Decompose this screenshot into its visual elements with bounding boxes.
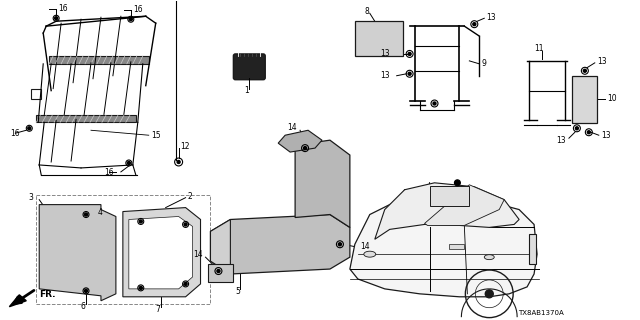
Circle shape bbox=[54, 17, 58, 20]
Text: 13: 13 bbox=[601, 131, 611, 140]
Circle shape bbox=[84, 289, 88, 292]
Bar bbox=[31, 89, 41, 99]
Circle shape bbox=[184, 223, 187, 226]
Circle shape bbox=[177, 161, 180, 164]
Polygon shape bbox=[424, 185, 504, 225]
Text: 4: 4 bbox=[98, 208, 103, 217]
Circle shape bbox=[473, 23, 476, 26]
Circle shape bbox=[583, 69, 586, 72]
Polygon shape bbox=[211, 220, 230, 274]
Polygon shape bbox=[375, 183, 519, 239]
Polygon shape bbox=[278, 130, 322, 152]
Text: 16: 16 bbox=[133, 5, 143, 14]
Text: 13: 13 bbox=[596, 57, 607, 66]
Polygon shape bbox=[350, 198, 537, 297]
Bar bbox=[49, 218, 93, 276]
Text: 13: 13 bbox=[486, 13, 496, 22]
Text: 15: 15 bbox=[151, 131, 161, 140]
Text: 14: 14 bbox=[360, 242, 369, 251]
Polygon shape bbox=[10, 295, 26, 307]
Text: 13: 13 bbox=[380, 49, 390, 59]
Circle shape bbox=[129, 18, 132, 21]
Bar bbox=[36, 195, 211, 304]
Text: 14: 14 bbox=[193, 250, 202, 259]
Text: TX8AB1370A: TX8AB1370A bbox=[518, 310, 564, 316]
Text: 14: 14 bbox=[287, 123, 297, 132]
Text: 11: 11 bbox=[534, 44, 544, 53]
Circle shape bbox=[485, 290, 493, 298]
Text: 6: 6 bbox=[81, 302, 86, 311]
Text: 13: 13 bbox=[380, 71, 390, 80]
Circle shape bbox=[140, 286, 142, 289]
Ellipse shape bbox=[364, 251, 376, 257]
Text: 9: 9 bbox=[481, 59, 486, 68]
Text: 16: 16 bbox=[10, 129, 20, 138]
Text: 2: 2 bbox=[188, 192, 193, 201]
Bar bbox=[572, 76, 596, 123]
Bar bbox=[429, 186, 469, 206]
Bar bbox=[46, 214, 96, 279]
Circle shape bbox=[408, 52, 411, 55]
Text: 16: 16 bbox=[58, 4, 68, 13]
Circle shape bbox=[433, 102, 436, 105]
Text: 8: 8 bbox=[364, 7, 369, 16]
Bar bbox=[209, 264, 234, 282]
Bar bbox=[355, 21, 403, 56]
Bar bbox=[529, 234, 536, 264]
Text: 5: 5 bbox=[235, 287, 240, 296]
Polygon shape bbox=[39, 204, 116, 301]
Text: 12: 12 bbox=[180, 142, 190, 151]
Text: FR.: FR. bbox=[39, 290, 56, 299]
Circle shape bbox=[127, 162, 131, 164]
Circle shape bbox=[454, 180, 460, 186]
Text: 7: 7 bbox=[156, 305, 160, 314]
Circle shape bbox=[339, 243, 341, 246]
Polygon shape bbox=[211, 214, 350, 274]
Circle shape bbox=[217, 269, 220, 273]
Circle shape bbox=[588, 131, 590, 134]
Circle shape bbox=[84, 213, 88, 216]
Polygon shape bbox=[123, 208, 200, 297]
Circle shape bbox=[184, 283, 187, 285]
FancyBboxPatch shape bbox=[234, 54, 265, 80]
Text: 1: 1 bbox=[244, 86, 249, 95]
Circle shape bbox=[28, 127, 31, 130]
Bar bbox=[36, 116, 136, 122]
Circle shape bbox=[140, 220, 142, 223]
Bar bbox=[449, 244, 465, 249]
Polygon shape bbox=[129, 217, 193, 289]
Circle shape bbox=[408, 72, 411, 75]
Bar bbox=[49, 56, 148, 64]
Ellipse shape bbox=[484, 255, 494, 260]
Circle shape bbox=[303, 147, 307, 149]
Circle shape bbox=[575, 127, 579, 130]
Text: 16: 16 bbox=[104, 168, 114, 177]
Text: 10: 10 bbox=[607, 94, 616, 103]
Text: 3: 3 bbox=[29, 193, 34, 202]
Polygon shape bbox=[295, 140, 350, 228]
Text: 13: 13 bbox=[556, 136, 566, 145]
